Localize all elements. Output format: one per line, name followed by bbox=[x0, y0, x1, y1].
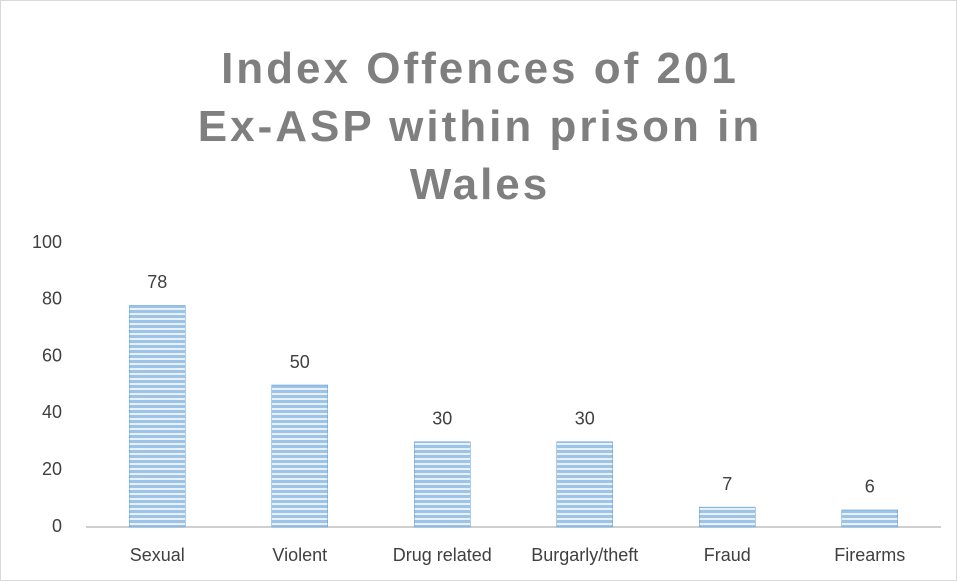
bar bbox=[414, 441, 471, 528]
x-tick-label: Sexual bbox=[130, 545, 185, 565]
data-label: 6 bbox=[865, 477, 875, 497]
x-tick-label: Firearms bbox=[834, 545, 905, 565]
bar bbox=[841, 509, 898, 528]
data-label: 78 bbox=[147, 272, 167, 292]
y-tick-label: 0 bbox=[52, 516, 62, 536]
y-tick-label: 40 bbox=[42, 402, 62, 422]
chart-title: Index Offences of 201 Ex-ASP within pris… bbox=[197, 44, 763, 209]
bar bbox=[271, 384, 328, 528]
bar bbox=[699, 506, 756, 528]
data-label: 30 bbox=[432, 409, 452, 429]
x-tick-label: Violent bbox=[272, 545, 327, 565]
data-label: 50 bbox=[290, 352, 310, 372]
bar bbox=[556, 441, 613, 528]
bar bbox=[129, 305, 186, 528]
x-tick-label: Burgarly/theft bbox=[531, 545, 638, 565]
x-tick-label: Drug related bbox=[393, 545, 492, 565]
data-label: 7 bbox=[722, 474, 732, 494]
y-tick-label: 20 bbox=[42, 459, 62, 479]
data-label: 30 bbox=[575, 409, 595, 429]
x-tick-label: Fraud bbox=[704, 545, 751, 565]
y-tick-label: 100 bbox=[32, 232, 62, 252]
y-tick-label: 60 bbox=[42, 345, 62, 365]
y-tick-label: 80 bbox=[42, 289, 62, 309]
